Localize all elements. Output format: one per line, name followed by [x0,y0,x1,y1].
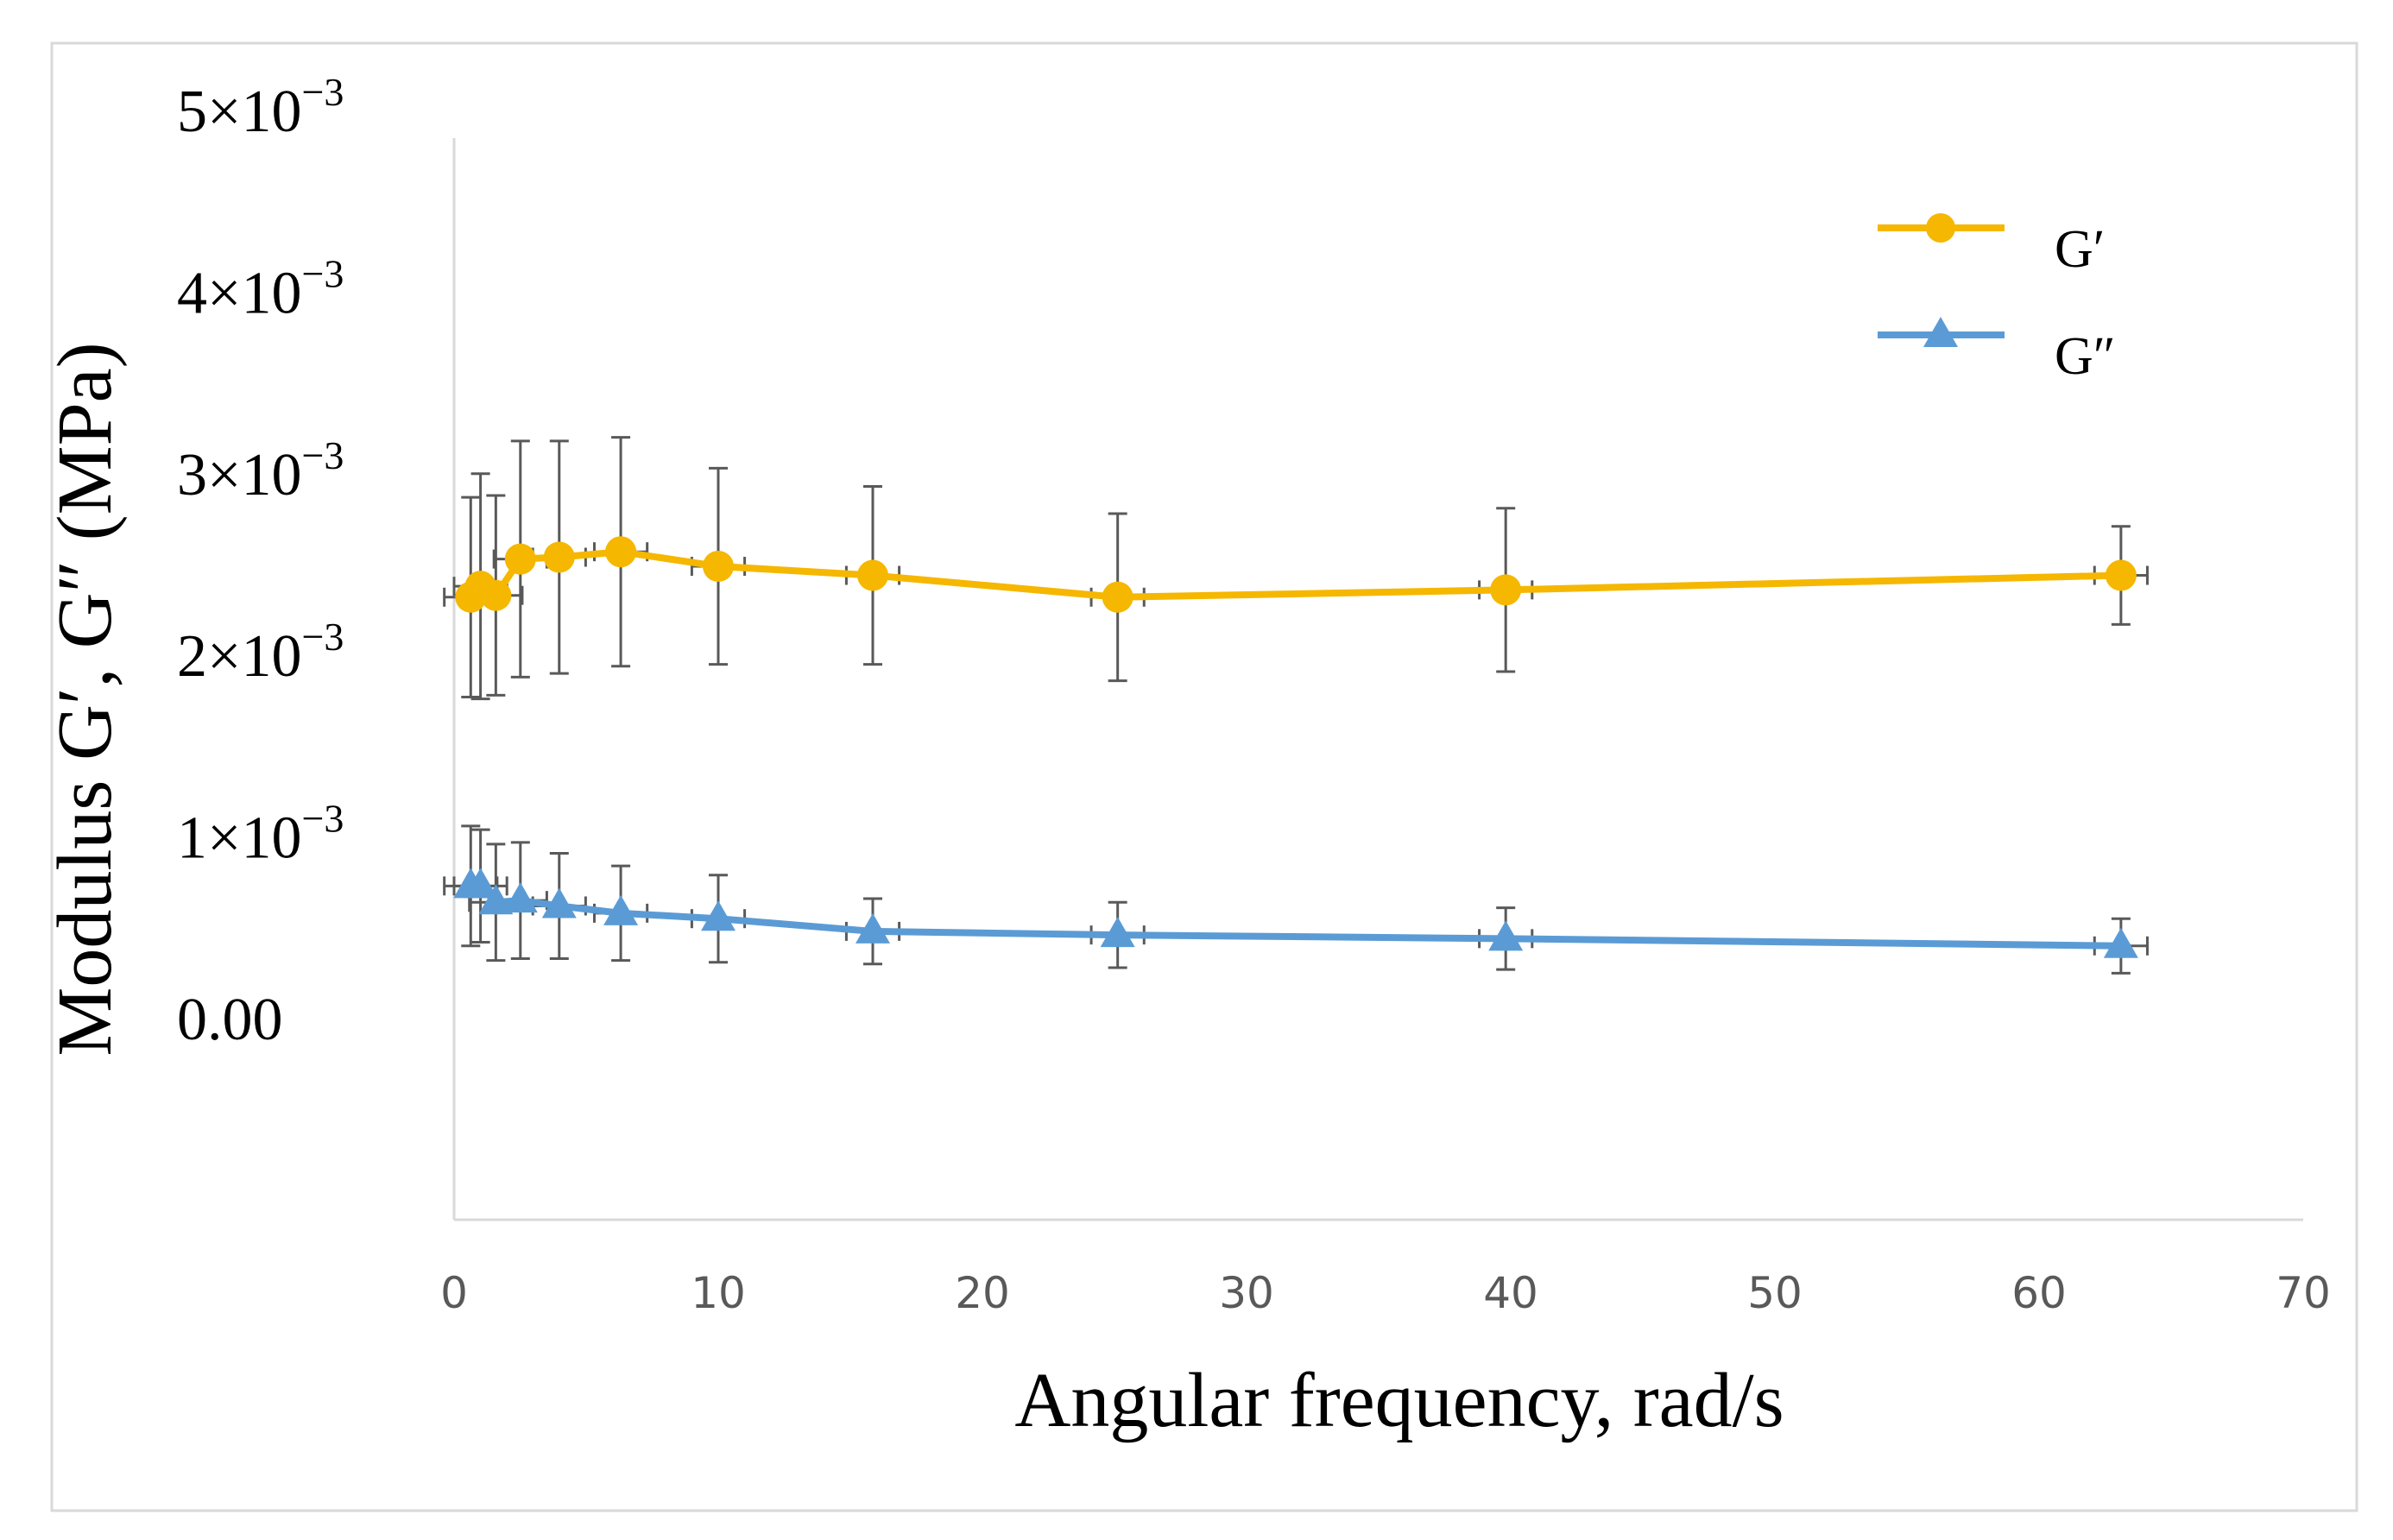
data-point [480,579,512,611]
x-tick-label: 60 [2011,1268,2067,1318]
x-tick-labels: 0 10 20 30 40 50 60 70 [440,1268,2331,1318]
data-point [1488,920,1524,951]
data-point [543,541,575,573]
series-g-prime [443,436,2149,701]
x-tick-label: 70 [2276,1268,2331,1318]
x-tick-label: 10 [691,1268,746,1318]
data-point [605,536,637,568]
data-point [857,559,889,591]
legend-marker-g-prime [1926,213,1955,243]
data-point [603,894,639,925]
y-axis-label: Modulus G′, G″ (MPa) [42,342,128,1056]
x-axis-label: Angular frequency, rad/s [1014,1358,1784,1443]
data-point [2103,927,2138,958]
y-tick-label: 0.00 [177,987,283,1053]
legend-label-g-double-prime: G″ [2055,327,2116,386]
data-point [2105,559,2137,591]
y-tick-label: 4×10−3 [177,251,344,326]
legend-marker-g-double-prime [1923,317,1958,347]
series-g-double-prime [443,824,2149,975]
x-tick-label: 40 [1483,1268,1538,1318]
y-tick-label: 2×10−3 [177,615,344,690]
x-tick-label: 20 [955,1268,1010,1318]
x-tick-label: 0 [440,1268,468,1318]
y-tick-label: 5×10−3 [177,70,344,145]
data-point [478,884,514,915]
figure-border [50,41,2358,1512]
data-point [1490,574,1522,606]
data-point [856,912,891,944]
legend-label-g-prime: G′ [2055,220,2105,279]
y-tick-labels: 0.00 1×10−3 2×10−3 3×10−3 4×10−3 5×10−3 [177,70,344,1053]
series-layer [443,436,2149,975]
data-point [1102,581,1133,613]
data-point [463,868,498,899]
data-point [1100,917,1135,948]
data-point [701,900,736,931]
data-point [502,882,538,913]
data-point [504,543,536,575]
y-tick-label: 3×10−3 [177,433,344,508]
y-tick-label: 1×10−3 [177,797,344,872]
x-tick-label: 50 [1747,1268,1803,1318]
x-tick-label: 30 [1219,1268,1274,1318]
data-point [703,551,734,583]
data-point [541,887,577,918]
legend: G′ G″ [1878,213,2116,386]
